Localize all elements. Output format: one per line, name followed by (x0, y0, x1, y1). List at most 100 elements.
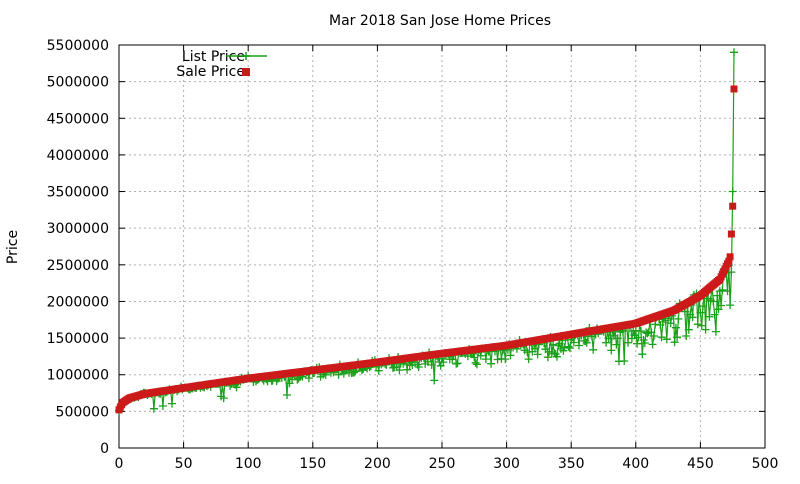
chart-title: Mar 2018 San Jose Home Prices (329, 13, 551, 29)
x-tick-label: 200 (364, 456, 391, 472)
list-price-point (607, 346, 616, 355)
list-price-point (471, 358, 480, 367)
list-price-point (395, 366, 404, 375)
x-tick-label: 400 (622, 456, 649, 472)
y-tick-label: 2500000 (47, 258, 109, 274)
x-tick-label: 150 (299, 456, 326, 472)
list-price-point (334, 370, 343, 379)
y-tick-label: 4500000 (47, 111, 109, 127)
list-price-point (501, 355, 510, 364)
list-price-point (304, 374, 313, 383)
list-price-point (633, 339, 642, 348)
list-price-point (430, 376, 439, 385)
list-price-point (613, 334, 622, 343)
list-price-point (718, 285, 727, 294)
x-tick-label: 300 (493, 456, 520, 472)
x-tick-label: 0 (115, 456, 124, 472)
list-price-point (671, 323, 680, 332)
list-price-point (531, 344, 539, 353)
y-tick-label: 5500000 (47, 38, 109, 54)
list-price-point (374, 366, 383, 375)
x-tick-label: 500 (752, 456, 779, 472)
sale-price-point (726, 253, 734, 261)
y-tick-label: 1500000 (47, 331, 109, 347)
list-price-point (649, 332, 658, 340)
y-tick-label: 3500000 (47, 185, 109, 201)
list-price-point (688, 313, 697, 322)
list-price-point (727, 268, 736, 277)
list-price-point (723, 287, 732, 296)
list-price-point (717, 301, 726, 310)
list-price-point (602, 338, 611, 347)
list-price-point (575, 341, 583, 350)
list-price-point (699, 302, 707, 311)
y-tick-label: 1000000 (47, 368, 109, 384)
list-price-point (726, 301, 735, 310)
axes-layer: 0 50 100 150 200 250 300 350 400 450 500 0 500000 100… (47, 38, 779, 472)
list-price-point (684, 325, 693, 334)
list-price-point (493, 355, 502, 364)
list-price-point (439, 358, 448, 367)
list-price-point (637, 327, 645, 336)
list-price-point (158, 402, 167, 410)
list-price-point (232, 383, 241, 392)
x-tick-label: 250 (429, 456, 456, 472)
list-price-series (115, 48, 738, 415)
list-price-point (640, 339, 649, 347)
list-price-point (604, 334, 613, 343)
list-price-point (524, 355, 533, 364)
list-price-point (693, 320, 702, 329)
y-tick-label: 2000000 (47, 294, 109, 310)
x-tick-label: 350 (558, 456, 585, 472)
list-price-point (713, 291, 722, 300)
list-price-point (487, 359, 496, 368)
list-price-point (643, 329, 652, 338)
list-price-point (648, 340, 657, 349)
sale-price-series (115, 85, 738, 414)
list-price-point (403, 365, 412, 374)
list-price-point (543, 353, 552, 362)
list-price-point (662, 335, 671, 344)
list-price-point (427, 360, 436, 369)
list-price-point (701, 325, 710, 334)
y-axis-label: Price (5, 230, 21, 264)
list-price-point (710, 310, 719, 319)
list-price-point (476, 351, 485, 360)
x-tick-label: 50 (175, 456, 193, 472)
legend-marker-list-price (242, 52, 250, 60)
sale-price-point (725, 257, 733, 265)
list-price-point (638, 350, 647, 359)
legend-label-sale-price: Sale Price (176, 64, 245, 80)
list-price-point (481, 355, 490, 364)
list-price-point (666, 319, 675, 328)
list-price-point (472, 360, 481, 369)
list-price-point (728, 187, 737, 196)
y-tick-label: 4000000 (47, 148, 109, 164)
y-tick-label: 500000 (56, 404, 109, 420)
list-price-point (219, 394, 228, 403)
list-price-point (711, 327, 720, 336)
list-price-point (582, 338, 591, 347)
list-price-point (673, 333, 682, 342)
x-tick-label: 100 (235, 456, 262, 472)
y-tick-label: 0 (100, 441, 109, 457)
list-price-point (569, 338, 578, 347)
list-price-point (696, 308, 705, 317)
list-price-point (612, 340, 621, 349)
list-price-point (634, 333, 643, 342)
list-price-point (339, 369, 348, 378)
legend-label-list-price: List Price (182, 49, 245, 65)
legend-marker-sale-price (242, 68, 250, 76)
list-price-point (620, 357, 629, 365)
list-price-point (670, 338, 679, 347)
list-price-point (709, 297, 718, 306)
list-price-point (589, 345, 598, 354)
list-price-point (682, 332, 691, 340)
list-price-point (674, 314, 683, 323)
list-price-point (168, 399, 176, 408)
y-tick-label: 3000000 (47, 221, 109, 237)
list-price-point (564, 342, 573, 351)
